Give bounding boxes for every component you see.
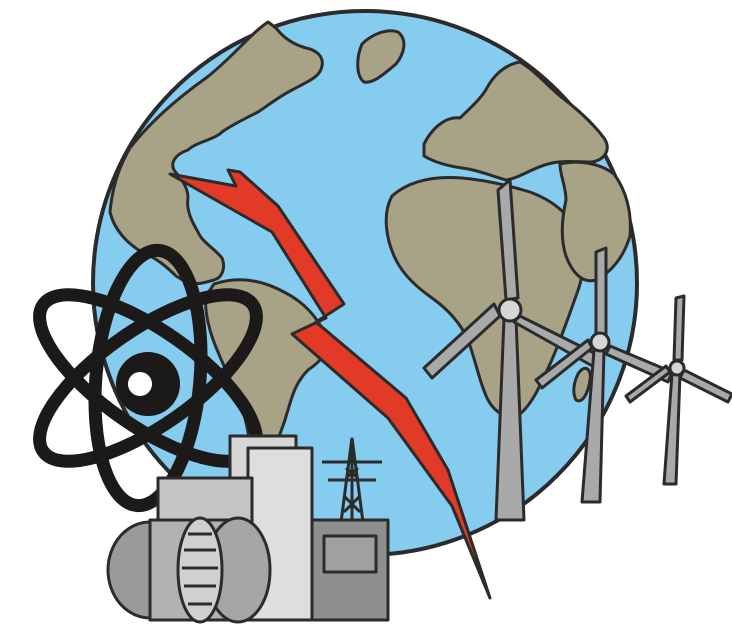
wind-turbines [422, 178, 732, 522]
turbine-blade [624, 364, 672, 404]
turbine-blade [534, 338, 594, 390]
wind-turbine-small [624, 294, 732, 486]
madagascar-landmass [572, 366, 592, 403]
atom-orbit [33, 288, 263, 468]
atom-symbol [33, 243, 263, 513]
greenland-landmass [356, 29, 406, 84]
turbine-blade [422, 302, 502, 380]
turbine-blade [594, 246, 608, 336]
turbine-tower [662, 372, 682, 486]
lightning-bolt [168, 168, 492, 600]
turbine-hub [497, 297, 523, 323]
transmission-tower [322, 437, 382, 531]
power-plant [106, 434, 390, 624]
globe [91, 9, 639, 557]
atom-nucleus-highlight [128, 372, 152, 396]
atom-orbit [88, 243, 208, 513]
turbine-blade [672, 294, 686, 362]
turbine-hub [589, 331, 611, 353]
turbine-hub [668, 359, 686, 377]
north-america-landmass [108, 20, 324, 286]
plant-tank-cap [176, 516, 224, 624]
europe-landmass [422, 60, 609, 182]
wind-turbine-large [422, 178, 602, 522]
turbine-blade [678, 368, 732, 404]
plant-right-window [322, 534, 378, 574]
